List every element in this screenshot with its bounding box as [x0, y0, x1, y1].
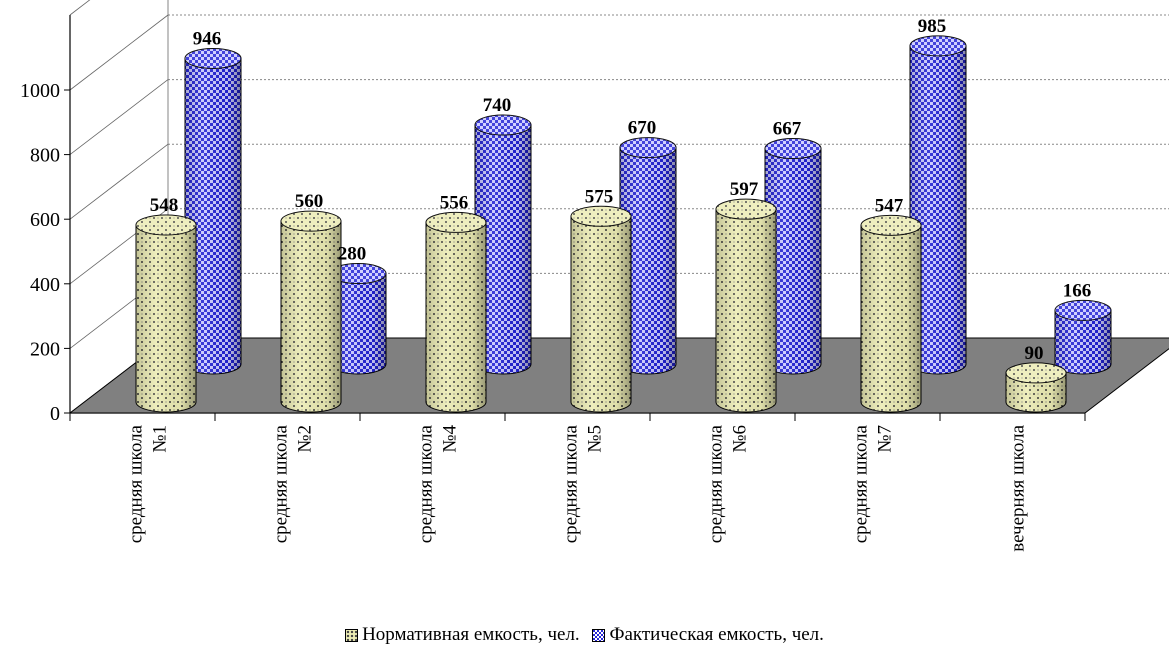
- legend: Нормативная емкость, чел. Фактическая ем…: [0, 624, 1169, 648]
- bar-norm: [1005, 362, 1067, 413]
- y-tick-label: 600: [30, 209, 60, 231]
- bar-norm: [280, 210, 342, 413]
- data-label-norm: 597: [730, 179, 759, 200]
- x-category-label: средняя школа №1: [126, 424, 171, 543]
- x-category-label: средняя школа №7: [851, 424, 896, 543]
- x-category-label-line: №4: [440, 425, 461, 453]
- data-label-fact: 670: [628, 118, 657, 139]
- bar-fact: [619, 137, 677, 375]
- legend-label-norm: Нормативная емкость, чел.: [362, 624, 580, 645]
- side-wall-line: [69, 14, 169, 91]
- bar-fact: [474, 114, 532, 375]
- legend-swatch-fact: [592, 628, 606, 642]
- legend-label-fact: Фактическая емкость, чел.: [609, 624, 824, 645]
- x-category-label-line: №6: [730, 425, 751, 453]
- side-wall-line: [69, 79, 169, 155]
- bar-norm: [570, 205, 632, 413]
- bar-norm: [135, 214, 197, 413]
- y-tick-label: 1000: [20, 80, 60, 102]
- x-category-label: средняя школа №4: [416, 424, 461, 543]
- side-wall-line: [69, 143, 169, 220]
- x-category-label-line: средняя школа: [271, 424, 292, 543]
- data-label-norm: 547: [875, 195, 904, 216]
- bar-fact: [329, 263, 387, 375]
- data-label-fact: 280: [338, 244, 367, 265]
- y-tick-label: 0: [50, 403, 60, 425]
- legend-item-fact: Фактическая емкость, чел.: [592, 624, 824, 646]
- y-tick-label: 400: [30, 274, 60, 296]
- y-tick-label: 800: [30, 145, 60, 167]
- x-category-label: средняя школа №5: [561, 424, 606, 543]
- data-label-norm: 560: [295, 191, 324, 212]
- x-category-label-line: №5: [585, 425, 606, 453]
- x-category-label-line: средняя школа: [561, 424, 582, 543]
- bar-fact: [764, 138, 822, 375]
- bar-fact: [1054, 299, 1112, 375]
- x-category-label: средняя школа №2: [271, 424, 316, 543]
- bar-norm: [425, 211, 487, 413]
- x-category-label-line: средняя школа: [416, 424, 437, 543]
- x-category-label-line: №7: [875, 425, 896, 453]
- legend-swatch-norm: [345, 628, 359, 642]
- data-labels: 946 280 740 670 667 985 166 548 560 556 575 597 547 9…: [150, 16, 1092, 364]
- bar-norm: [715, 198, 777, 413]
- data-label-norm: 90: [1025, 343, 1044, 364]
- y-tick-label: 200: [30, 338, 60, 360]
- x-category-label-line: средняя школа: [706, 424, 727, 543]
- x-category-label-line: вечерняя школа: [1008, 424, 1029, 551]
- bar-norm: [860, 214, 922, 413]
- data-label-fact: 985: [918, 16, 947, 37]
- data-label-fact: 740: [483, 95, 512, 116]
- x-category-label-line: №1: [150, 425, 171, 453]
- data-label-norm: 548: [150, 195, 179, 216]
- x-category-label-line: №2: [295, 425, 316, 453]
- data-label-norm: 556: [440, 192, 469, 213]
- data-label-norm: 575: [585, 186, 614, 207]
- x-category-label: вечерняя школа: [1008, 424, 1029, 551]
- data-label-fact: 166: [1063, 280, 1092, 301]
- bar-fact: [909, 35, 967, 375]
- side-wall-line: [69, 0, 91, 16]
- x-category-label: средняя школа №6: [706, 424, 751, 543]
- bars: [135, 35, 1112, 413]
- category-labels: средняя школа №1 средняя школа №2 средняя шк…: [126, 424, 1029, 551]
- x-category-label-line: средняя школа: [851, 424, 872, 543]
- x-category-label-line: средняя школа: [126, 424, 147, 543]
- chart-canvas: 0 200 400 600 800 1000 946 280 740 670 667 985 166 5…: [20, 0, 1169, 552]
- legend-item-norm: Нормативная емкость, чел.: [345, 624, 580, 646]
- bar-fact: [184, 47, 242, 375]
- data-label-fact: 946: [193, 28, 222, 49]
- data-label-fact: 667: [773, 119, 802, 140]
